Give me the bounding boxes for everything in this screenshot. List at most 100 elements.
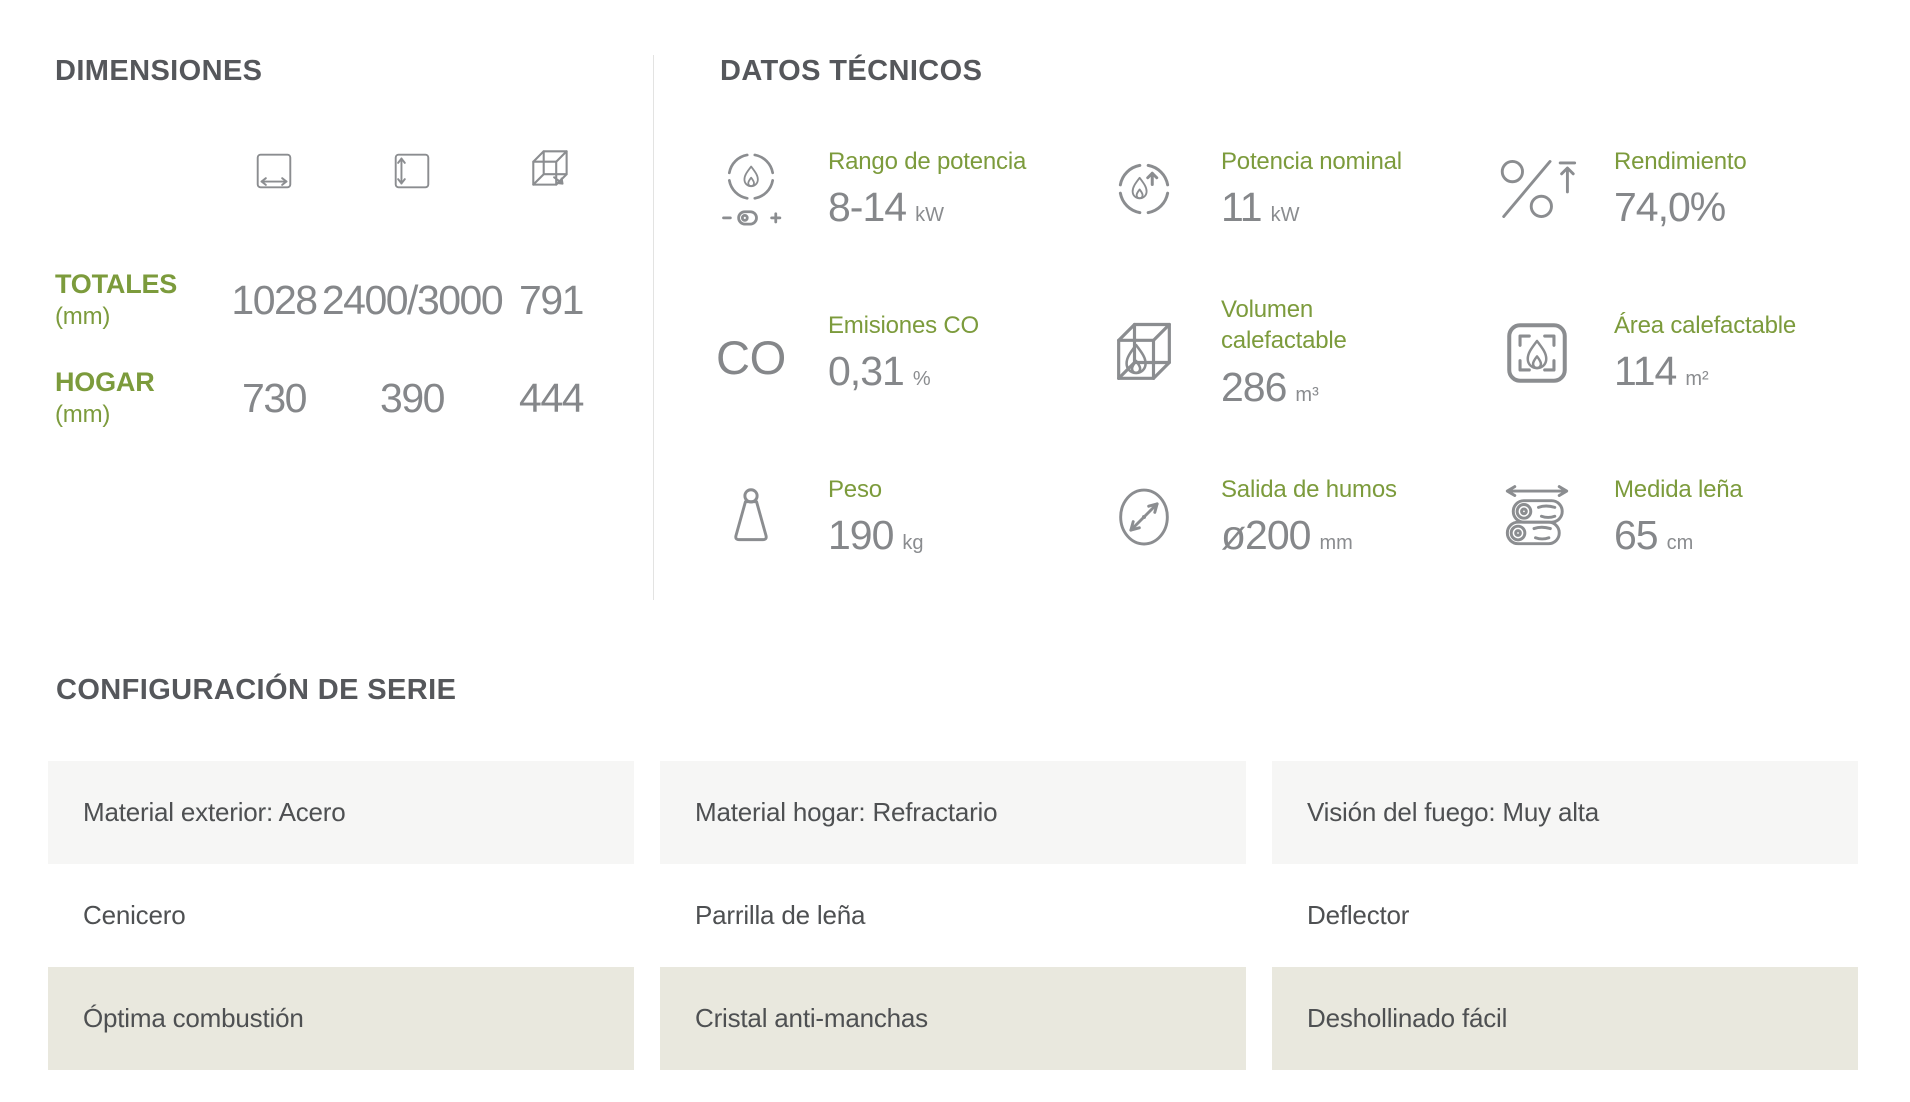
config-item-exterior-material: Material exterior: Acero [48,761,634,864]
tech-item-nominal-power: Potencia nominal 11 kW [1093,130,1486,248]
tech-unit: % [912,368,931,391]
dim-hogar-width: 730 [242,374,307,421]
dim-row-unit: (mm) [55,302,111,330]
tech-value-row: 190 kg [828,512,924,559]
dims-row-totales-label: TOTALES (mm) [55,258,205,342]
config-item-fire-view: Visión del fuego: Muy alta [1272,761,1858,864]
tech-value: ø200 [1221,512,1311,559]
tech-label: Rendimiento [1614,147,1747,175]
technical-data-grid: Rango de potencia 8-14 kW [700,130,1910,576]
power-range-icon [722,153,782,226]
dim-hogar-depth: 444 [519,374,584,421]
tech-icon-cell: CO [700,314,802,392]
svg-text:CO: CO [716,331,786,384]
tech-value-row: 74,0% [1614,184,1747,231]
width-icon [256,153,292,189]
height-icon [394,153,430,189]
tech-label: Rango de potencia [828,147,1027,175]
dims-corner-cell [55,144,205,258]
dimensions-table: TOTALES (mm) 1028 2400/3000 791 HOGAR (m… [55,144,653,440]
tech-value: 0,31 [828,348,905,395]
tech-label: Volumen calefactable [1221,296,1347,354]
dims-row-spacer [55,342,621,356]
tech-value: 286 [1221,363,1287,410]
config-item-optimal-combustion: Óptima combustión [48,967,634,1070]
efficiency-icon [1500,160,1577,218]
tech-text-cell: Rango de potencia 8-14 kW [828,147,1026,232]
dim-hogar-height: 390 [380,374,445,421]
dims-depth-col [481,144,621,194]
config-item-wood-grate: Parrilla de leña [695,900,866,930]
tech-text-cell: Potencia nominal 11 kW [1221,147,1402,232]
tech-text-cell: Rendimiento 74,0% [1614,147,1747,232]
tech-item-heatable-area: Área calefactable 114 m² [1486,294,1880,412]
tech-unit: kW [1270,204,1300,227]
tech-value-row: 8-14 kW [828,184,1026,231]
tech-item-efficiency: Rendimiento 74,0% [1486,130,1880,248]
tech-unit: kW [915,204,944,227]
tech-item-flue-outlet: Salida de humos ø200 mm [1093,458,1486,576]
config-item-firebox-material: Material hogar: Refractario [660,761,1246,864]
tech-item-power-range: Rango de potencia 8-14 kW [700,130,1093,248]
config-item-easy-sweeping: Deshollinado fácil [1272,967,1858,1070]
tech-text-cell: Área calefactable 114 m² [1614,311,1796,396]
tech-value-row: 114 m² [1614,348,1796,395]
tech-value: 65 [1614,512,1659,559]
dim-totales-depth: 791 [519,276,584,323]
tech-label: Potencia nominal [1221,147,1402,175]
tech-label: Salida de humos [1221,475,1397,503]
technical-data-section: DATOS TÉCNICOS [653,55,1910,600]
tech-label: Área calefactable [1614,311,1797,339]
tech-value-row: 286 m³ [1221,364,1347,411]
tech-item-log-size: Medida leña 65 cm [1486,458,1880,576]
tech-text-cell: Salida de humos ø200 mm [1221,475,1397,560]
dim-totales-width: 1028 [231,276,318,323]
top-area: DIMENSIONES [55,55,1910,600]
tech-item-heatable-volume: Volumen calefactable 286 m³ [1093,294,1486,412]
tech-value: 74,0% [1614,184,1726,231]
tech-unit: kg [902,532,924,555]
tech-icon-cell [1093,153,1195,225]
dim-row-name: HOGAR [55,367,155,398]
tech-unit: m² [1685,368,1709,391]
tech-icon-cell [1093,479,1195,555]
weight-icon [734,488,768,542]
configuration-section: CONFIGURACIÓN DE SERIE Material exterior… [48,674,1858,1070]
tech-value-row: 65 cm [1614,512,1743,559]
flue-outlet-icon [1119,488,1169,546]
dim-row-unit: (mm) [55,400,111,428]
tech-value: 11 [1221,184,1263,231]
tech-icon-cell [700,482,802,552]
tech-text-cell: Peso 190 kg [828,475,924,560]
tech-value: 114 [1614,348,1677,395]
co-emissions-icon: CO [716,331,786,384]
log-size-icon [1505,485,1569,546]
tech-value-row: 0,31% [828,348,979,395]
tech-text-cell: Volumen calefactable 286 m³ [1221,295,1347,410]
configuration-title: CONFIGURACIÓN DE SERIE [56,674,457,706]
tech-icon-cell [1486,316,1588,390]
dimensions-section: DIMENSIONES [55,55,653,600]
technical-data-title: DATOS TÉCNICOS [720,55,983,87]
dims-height-col [343,144,481,194]
tech-label: Medida leña [1614,475,1743,503]
nominal-power-icon [1118,163,1170,215]
tech-value: 8-14 [828,184,907,231]
dims-row-hogar-label: HOGAR (mm) [55,356,205,440]
tech-item-co-emissions: CO Emisiones CO 0,31% [700,294,1093,412]
tech-text-cell: Emisiones CO 0,31% [828,311,979,396]
heatable-area-icon [1507,323,1567,383]
tech-text-cell: Medida leña 65 cm [1614,475,1743,560]
configuration-grid: Material exterior: Acero Material hogar:… [48,761,1858,1070]
depth-icon [532,150,568,186]
tech-value: 190 [828,512,894,559]
tech-label: Emisiones CO [828,311,979,339]
config-item-ashpan: Cenicero [83,900,186,930]
tech-unit: m³ [1295,383,1319,406]
dim-totales-height: 2400/3000 [321,276,504,323]
heatable-volume-icon [1117,322,1171,380]
tech-icon-cell [1093,315,1195,391]
tech-unit: cm [1666,532,1694,555]
tech-item-weight: Peso 190 kg [700,458,1093,576]
dim-row-name: TOTALES [55,269,178,300]
